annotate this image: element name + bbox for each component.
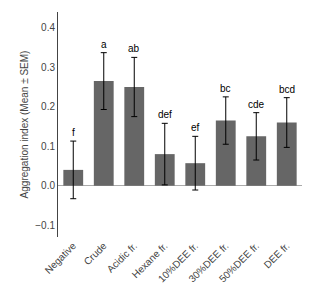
svg-text:0.3: 0.3 bbox=[41, 62, 55, 73]
svg-text:50%DEE fr.: 50%DEE fr. bbox=[217, 240, 261, 284]
svg-text:0.0: 0.0 bbox=[41, 180, 55, 191]
svg-text:cde: cde bbox=[248, 99, 265, 110]
svg-text:0.4: 0.4 bbox=[41, 22, 55, 33]
svg-text:Hexane fr.: Hexane fr. bbox=[130, 240, 170, 280]
svg-text:f: f bbox=[72, 127, 75, 138]
svg-text:Negative: Negative bbox=[43, 240, 79, 276]
svg-text:30%DEE fr.: 30%DEE fr. bbox=[186, 240, 230, 284]
svg-text:0.2: 0.2 bbox=[41, 101, 55, 112]
svg-text:ef: ef bbox=[191, 122, 200, 133]
svg-text:ab: ab bbox=[128, 43, 140, 54]
svg-text:DEE fr.: DEE fr. bbox=[262, 240, 292, 270]
svg-text:Crude: Crude bbox=[82, 240, 109, 267]
svg-text:Aggregation index (Mean ± SEM): Aggregation index (Mean ± SEM) bbox=[19, 51, 30, 199]
svg-text:−0.1: −0.1 bbox=[35, 220, 55, 231]
svg-text:Acidic fr.: Acidic fr. bbox=[105, 240, 140, 275]
svg-text:a: a bbox=[101, 39, 107, 50]
svg-text:bc: bc bbox=[220, 83, 231, 94]
svg-text:10%DEE fr.: 10%DEE fr. bbox=[156, 240, 200, 284]
svg-text:def: def bbox=[158, 109, 172, 120]
svg-text:bcd: bcd bbox=[279, 84, 295, 95]
svg-text:0.1: 0.1 bbox=[41, 141, 55, 152]
